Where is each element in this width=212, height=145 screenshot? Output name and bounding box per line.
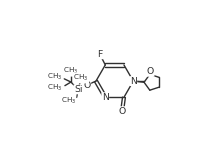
Text: CH$_3$: CH$_3$: [61, 95, 76, 106]
Text: CH$_3$: CH$_3$: [73, 73, 89, 83]
Text: CH$_3$: CH$_3$: [47, 83, 63, 93]
Text: O: O: [84, 81, 91, 90]
Text: F: F: [98, 50, 103, 59]
Text: N: N: [102, 93, 109, 102]
Text: CH$_3$: CH$_3$: [63, 66, 79, 76]
Text: CH$_3$: CH$_3$: [47, 71, 62, 82]
Text: N: N: [130, 77, 137, 86]
Text: Si: Si: [74, 85, 82, 94]
Text: O: O: [119, 107, 126, 116]
Text: O: O: [147, 67, 154, 76]
